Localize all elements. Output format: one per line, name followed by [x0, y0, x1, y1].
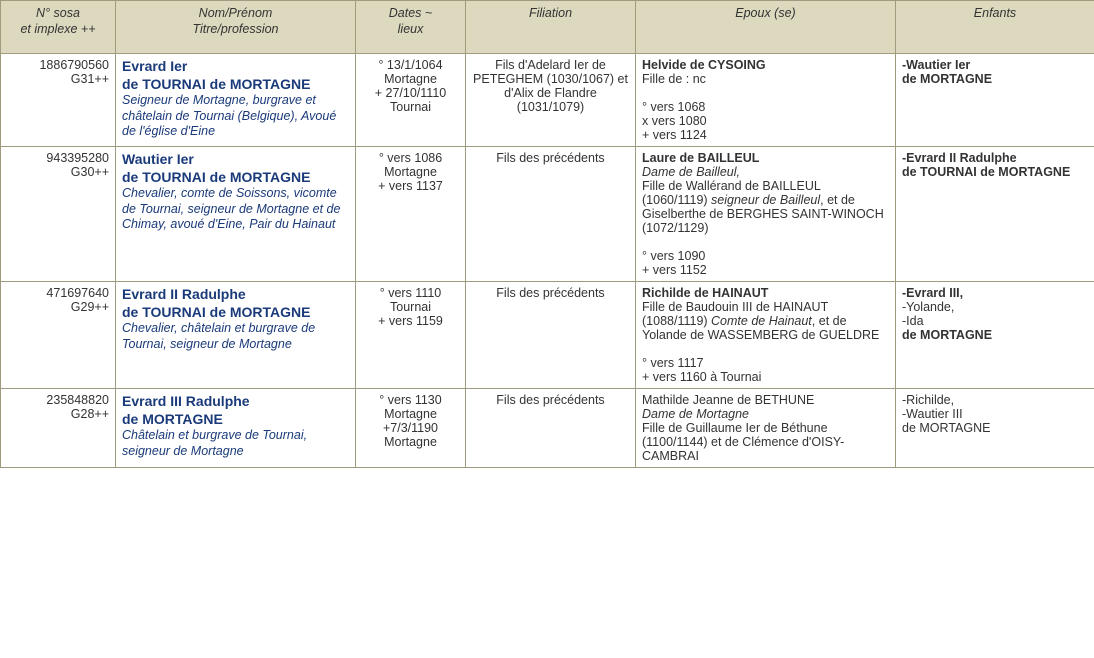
table-row: 1886790560G31++Evrard Ierde TOURNAI de M…: [1, 54, 1094, 147]
table-row: 943395280G30++Wautier Ierde TOURNAI de M…: [1, 147, 1094, 282]
genealogy-table: N° sosaet implexe ++ Nom/PrénomTitre/pro…: [0, 0, 1094, 468]
cell-sosa: 1886790560G31++: [1, 54, 116, 147]
col-sosa: N° sosaet implexe ++: [1, 1, 116, 54]
person-title: Seigneur de Mortagne, burgrave et châtel…: [122, 93, 349, 140]
col-enfants: Enfants: [896, 1, 1094, 54]
cell-nom: Evrard II Radulphede TOURNAI de MORTAGNE…: [116, 282, 356, 389]
cell-epoux: Mathilde Jeanne de BETHUNEDame de Mortag…: [636, 389, 896, 468]
col-fil: Filiation: [466, 1, 636, 54]
cell-sosa: 235848820G28++: [1, 389, 116, 468]
person-name: Evrard II Radulphede TOURNAI de MORTAGNE: [122, 286, 311, 320]
person-name: Evrard III Radulphede MORTAGNE: [122, 393, 250, 427]
person-name: Wautier Ierde TOURNAI de MORTAGNE: [122, 151, 311, 185]
cell-filiation: Fils des précédents: [466, 282, 636, 389]
cell-filiation: Fils des précédents: [466, 389, 636, 468]
col-nom: Nom/PrénomTitre/profession: [116, 1, 356, 54]
cell-epoux: Laure de BAILLEULDame de Bailleul,Fille …: [636, 147, 896, 282]
cell-nom: Evrard Ierde TOURNAI de MORTAGNESeigneur…: [116, 54, 356, 147]
cell-epoux: Richilde de HAINAUTFille de Baudouin III…: [636, 282, 896, 389]
cell-dates: ° vers 1130Mortagne+7/3/1190Mortagne: [356, 389, 466, 468]
cell-nom: Wautier Ierde TOURNAI de MORTAGNEChevali…: [116, 147, 356, 282]
person-title: Chevalier, châtelain et burgrave de Tour…: [122, 321, 349, 352]
table-row: 235848820G28++Evrard III Radulphede MORT…: [1, 389, 1094, 468]
cell-dates: ° vers 1086Mortagne+ vers 1137: [356, 147, 466, 282]
cell-epoux: Helvide de CYSOINGFille de : nc° vers 10…: [636, 54, 896, 147]
cell-dates: ° vers 1110Tournai+ vers 1159: [356, 282, 466, 389]
cell-filiation: Fils d'Adelard Ier de PETEGHEM (1030/106…: [466, 54, 636, 147]
person-title: Chevalier, comte de Soissons, vicomte de…: [122, 186, 349, 233]
col-epoux: Epoux (se): [636, 1, 896, 54]
person-title: Châtelain et burgrave de Tournai, seigne…: [122, 428, 349, 459]
table-body: 1886790560G31++Evrard Ierde TOURNAI de M…: [1, 54, 1094, 468]
table-header: N° sosaet implexe ++ Nom/PrénomTitre/pro…: [1, 1, 1094, 54]
cell-enfants: -Evrard II Radulphede TOURNAI de MORTAGN…: [896, 147, 1094, 282]
person-name: Evrard Ierde TOURNAI de MORTAGNE: [122, 58, 311, 92]
cell-nom: Evrard III Radulphede MORTAGNEChâtelain …: [116, 389, 356, 468]
cell-filiation: Fils des précédents: [466, 147, 636, 282]
cell-enfants: -Richilde,-Wautier IIIde MORTAGNE: [896, 389, 1094, 468]
cell-enfants: -Wautier Ierde MORTAGNE: [896, 54, 1094, 147]
cell-sosa: 943395280G30++: [1, 147, 116, 282]
cell-dates: ° 13/1/1064Mortagne+ 27/10/1110Tournai: [356, 54, 466, 147]
table-row: 471697640G29++Evrard II Radulphede TOURN…: [1, 282, 1094, 389]
cell-enfants: -Evrard III,-Yolande,-Idade MORTAGNE: [896, 282, 1094, 389]
col-dates: Dates ~lieux: [356, 1, 466, 54]
cell-sosa: 471697640G29++: [1, 282, 116, 389]
